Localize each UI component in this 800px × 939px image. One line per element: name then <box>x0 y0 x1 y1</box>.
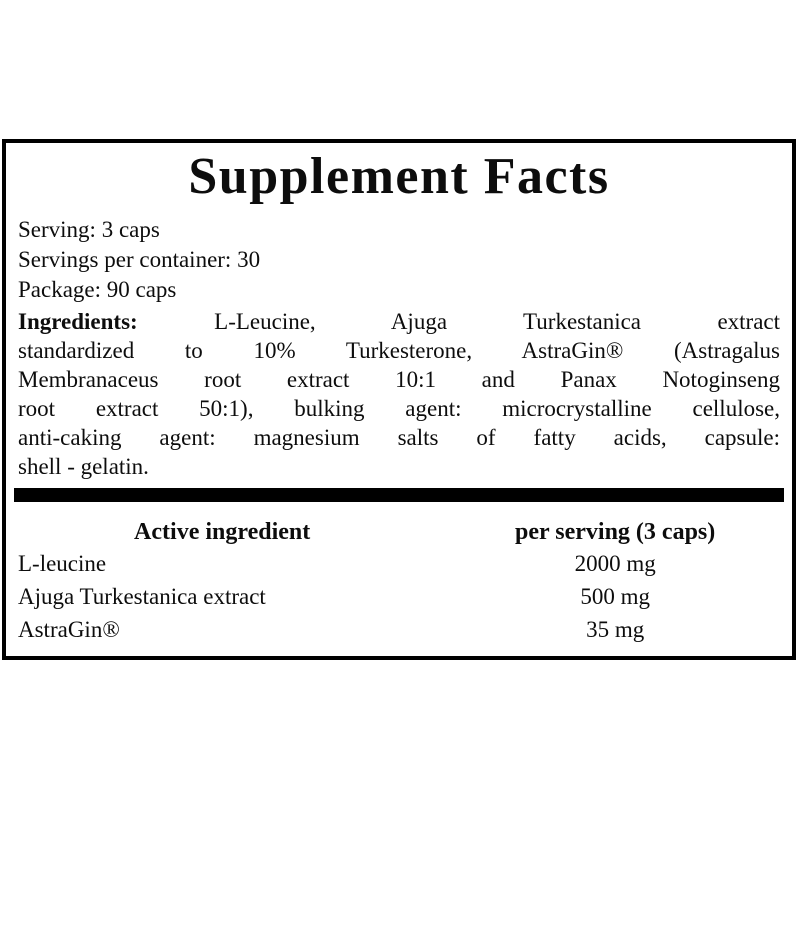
servings-per-container-line: Servings per container: 30 <box>18 247 261 272</box>
supplement-facts-panel: Supplement Facts Serving: 3 caps Serving… <box>2 139 796 660</box>
ingredient-name: Ajuga Turkestanica extract <box>18 584 266 609</box>
ingredient-name: L-leucine <box>18 551 107 576</box>
ingredient-amount: 500 mg <box>580 584 650 609</box>
table-row: AstraGin® 35 mg <box>6 613 792 646</box>
table-row: L-leucine 2000 mg <box>6 547 792 580</box>
table-row: Ajuga Turkestanica extract 500 mg <box>6 580 792 613</box>
ingredients-line: standardized to 10% Turkesterone, AstraG… <box>18 338 780 363</box>
package-size-line: Package: 90 caps <box>18 277 177 302</box>
table-header-row: Active ingredient per serving (3 caps) <box>6 517 792 547</box>
ingredients-paragraph: Ingredients: L-Leucine, Ajuga Turkestani… <box>6 307 792 481</box>
ingredients-line: shell - gelatin. <box>18 454 149 479</box>
col-header-per-serving: per serving (3 caps) <box>515 519 716 545</box>
active-ingredients-table: Active ingredient per serving (3 caps) L… <box>6 517 792 646</box>
ingredients-line: Ingredients: L-Leucine, Ajuga Turkestani… <box>18 307 780 336</box>
col-header-active-ingredient: Active ingredient <box>134 519 311 545</box>
serving-size-line: Serving: 3 caps <box>18 217 160 242</box>
ingredients-line-text: L-Leucine, Ajuga Turkestanica extract <box>214 309 781 334</box>
thick-divider-bar <box>14 488 784 502</box>
serving-info-section: Serving: 3 caps Servings per container: … <box>6 215 792 305</box>
ingredient-amount: 35 mg <box>586 617 645 642</box>
ingredient-name: AstraGin® <box>18 617 120 642</box>
ingredients-line: root extract 50:1), bulking agent: micro… <box>18 396 780 421</box>
ingredients-label: Ingredients: <box>18 309 138 334</box>
ingredient-amount: 2000 mg <box>574 551 656 576</box>
ingredients-line: Membranaceus root extract 10:1 and Panax… <box>18 367 780 392</box>
ingredients-line: anti-caking agent: magnesium salts of fa… <box>18 425 780 450</box>
panel-title: Supplement Facts <box>188 148 610 205</box>
